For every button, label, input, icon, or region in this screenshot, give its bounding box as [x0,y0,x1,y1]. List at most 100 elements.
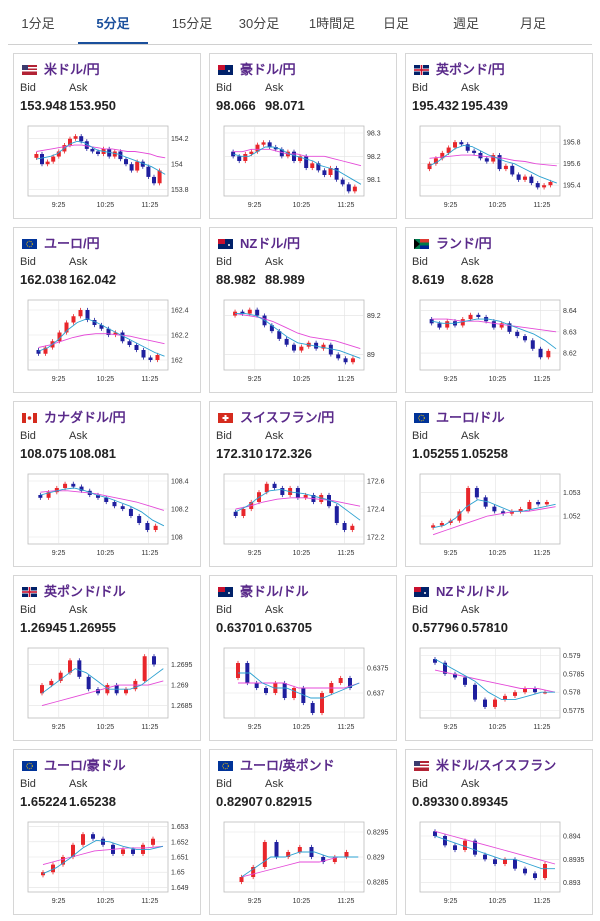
pair-name-link[interactable]: NZドル/円 [240,236,300,251]
bid-value: 0.57796 [412,620,459,635]
ask-value: 98.071 [265,98,305,113]
y-tick-label: 98.1 [367,177,381,184]
candle-body [40,154,44,165]
rate-card-12[interactable]: ユーロ/豪ドル Bid Ask 1.65224 1.65238 1.653 1.652 1.6… [13,749,201,915]
y-tick-label: 172.6 [367,479,385,486]
chart-frame [419,473,561,545]
tab-5[interactable]: 日足 [382,16,409,31]
pair-name-link[interactable]: ユーロ/ドル [436,410,505,425]
ask-label: Ask [69,82,88,94]
rate-card-4[interactable]: NZドル/円 Bid Ask 88.982 88.989 89.2 89 9:25 10:25 1… [209,227,397,393]
rate-card-7[interactable]: スイスフラン/円 Bid Ask 172.310 172.326 172.6 172.4 17… [209,401,397,567]
eu-jp-flag-icon [22,236,37,249]
candle-body [433,158,438,164]
x-tick-label: 9:25 [444,376,458,383]
bid-value: 98.066 [216,98,256,113]
pair-name-link[interactable]: 英ポンド/円 [436,62,505,77]
pair-name-link[interactable]: 米ドル/円 [44,62,100,77]
candle-body [523,868,527,874]
candle-body [85,310,90,320]
y-tick-label: 172.4 [367,507,385,514]
candle-body [433,659,437,663]
ask-label: Ask [461,778,480,790]
ask-label: Ask [265,430,284,442]
ma-slow-line [434,830,556,865]
rate-card-0[interactable]: 米ドル/円 Bid Ask 153.948 153.950 154.2 154 153.8 9:… [13,53,201,219]
candle-body [472,150,477,153]
y-tick-label: 8.63 [563,329,577,336]
rate-card-3[interactable]: ユーロ/円 Bid Ask 162.038 162.042 162.4 162.2 162 9:… [13,227,201,393]
candle-body [68,138,72,146]
pair-name-link[interactable]: ユーロ/円 [44,236,100,251]
x-tick-label: 9:25 [248,898,262,905]
price-chart: 1.053 1.052 9:25 10:25 11:25 [419,473,581,557]
candle-body [439,523,444,526]
pair-name-link[interactable]: スイスフラン/円 [240,410,335,425]
candle-body [497,155,502,170]
candle-body [51,156,56,162]
ma-fast-line [42,839,164,875]
ma-slow-line [432,506,556,536]
candle-body [507,323,512,332]
candle-body [474,488,479,498]
pair-name-link[interactable]: カナダドル/円 [44,410,126,425]
x-tick-label: 11:25 [337,202,354,209]
candle-body [443,836,447,846]
tab-4[interactable]: 1時間足 [308,16,356,31]
pair-name-link[interactable]: 米ドル/スイスフラン [436,758,557,773]
candle-body [453,845,457,850]
ask-label: Ask [69,778,88,790]
pair-name-link[interactable]: 豪ドル/円 [240,62,296,77]
gb-us-flag-icon [22,584,37,597]
candle-body [104,497,109,502]
candle-body [282,683,287,698]
tab-2[interactable]: 15分足 [171,16,213,31]
tab-7[interactable]: 月足 [519,16,546,31]
candle-body [92,320,97,325]
price-chart: 0.579 0.5785 0.578 0.5775 9:25 10:25 11:25 [419,647,585,731]
pair-name-link[interactable]: 豪ドル/ドル [240,584,309,599]
rate-card-8[interactable]: ユーロ/ドル Bid Ask 1.05255 1.05258 1.053 1.052 9:25… [405,401,593,567]
rate-card-1[interactable]: 豪ドル/円 Bid Ask 98.066 98.071 98.3 98.2 98.1 9:25 1… [209,53,397,219]
tab-0[interactable]: 1分足 [21,16,55,31]
y-tick-label: 1.651 [171,855,189,862]
pair-name-link[interactable]: ランド/円 [436,236,492,251]
candle-body [81,834,85,845]
tab-3[interactable]: 30分足 [238,16,280,31]
us-ch-flag-icon [414,758,429,771]
candle-body [516,174,521,180]
pair-name-link[interactable]: ユーロ/英ポンド [240,758,335,773]
ma-slow-line [429,154,557,167]
candle-body [120,332,125,342]
ask-label: Ask [461,604,480,616]
tab-6[interactable]: 週足 [452,16,479,31]
bid-label: Bid [412,256,428,268]
y-tick-label: 0.8285 [367,880,389,887]
candle-body [38,495,43,498]
candle-body [237,156,242,161]
candle-body [77,660,82,677]
rate-card-2[interactable]: 英ポンド/円 Bid Ask 195.432 195.439 195.8 195.6 195.… [405,53,593,219]
candle-body [96,495,100,498]
candle-body [96,151,100,154]
rate-card-11[interactable]: NZドル/ドル Bid Ask 0.57796 0.57810 0.579 0.5785 0.… [405,575,593,741]
pair-name-link[interactable]: ユーロ/豪ドル [44,758,126,773]
rate-card-5[interactable]: ランド/円 Bid Ask 8.619 8.628 8.64 8.63 8.62 9:25 10:… [405,227,593,393]
pair-name-link[interactable]: 英ポンド/ドル [44,584,126,599]
candle-body [513,692,517,696]
rate-card-14[interactable]: 米ドル/スイスフラン Bid Ask 0.89330 0.89345 0.894 0.893… [405,749,593,915]
rate-card-10[interactable]: 豪ドル/ドル Bid Ask 0.63701 0.63705 0.6375 0.637 9:2… [209,575,397,741]
rate-card-6[interactable]: カナダドル/円 Bid Ask 108.075 108.081 108.4 108.2 108… [13,401,201,567]
candle-body [457,511,462,521]
rate-card-13[interactable]: ユーロ/英ポンド Bid Ask 0.82907 0.82915 0.8295 0.829 0… [209,749,397,915]
ma-fast-line [40,487,165,527]
tab-1[interactable]: 5分足 [78,0,148,44]
candle-body [328,344,333,355]
candle-body [284,338,289,345]
x-tick-label: 10:25 [293,724,311,731]
rate-card-9[interactable]: 英ポンド/ドル Bid Ask 1.26945 1.26955 1.2695 1.269 1.… [13,575,201,741]
candle-body [264,688,268,693]
pair-name-link[interactable]: NZドル/ドル [436,584,509,599]
bid-value: 1.05255 [412,446,459,461]
x-tick-label: 9:25 [52,724,66,731]
